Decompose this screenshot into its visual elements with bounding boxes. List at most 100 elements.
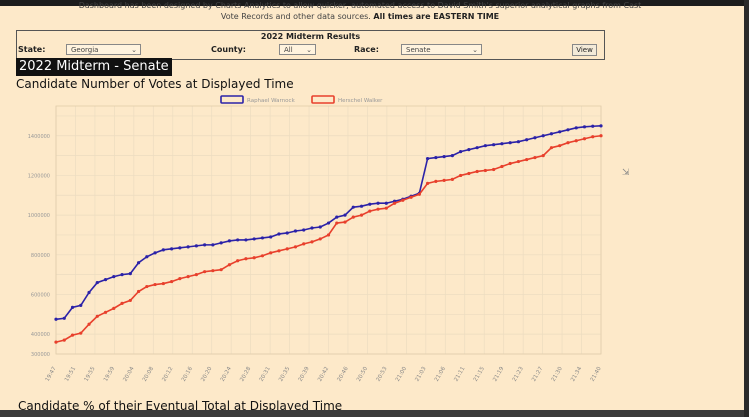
top-bar <box>0 0 749 6</box>
intro-line-2-bold: All times are EASTERN TIME <box>373 12 500 21</box>
data-point <box>120 273 124 277</box>
data-point <box>376 207 380 211</box>
data-point <box>302 242 306 246</box>
x-tick-label: 20:53 <box>375 366 388 383</box>
x-tick-label: 19:59 <box>103 366 116 383</box>
x-tick-label: 20:50 <box>356 366 369 383</box>
x-tick-label: 20:28 <box>239 366 252 383</box>
x-tick-label: 21:23 <box>512 366 525 383</box>
data-point <box>170 279 174 284</box>
data-point <box>326 233 331 237</box>
data-point <box>392 201 397 205</box>
data-point <box>574 139 578 143</box>
data-point <box>178 277 182 281</box>
data-point <box>599 134 603 138</box>
data-point <box>236 259 240 263</box>
x-tick-label: 21:06 <box>434 366 447 383</box>
data-point <box>525 157 529 162</box>
data-point <box>467 148 471 152</box>
race-select[interactable]: Senate ⌄ <box>401 44 482 55</box>
legend-swatch <box>220 95 244 104</box>
plot-border <box>55 105 602 355</box>
votes-chart: 300000 400000 600000 800000 1000000 1200000 14… <box>16 92 606 388</box>
x-tick-label: 21:40 <box>590 366 603 383</box>
data-point <box>219 268 223 272</box>
intro-line-2-prefix: Vote Records and other data sources. <box>220 12 371 21</box>
y-tick-label: 1000000 <box>28 213 50 219</box>
data-point <box>450 154 454 158</box>
data-point <box>244 257 248 261</box>
data-point <box>87 290 91 295</box>
data-point <box>219 241 223 245</box>
data-point <box>70 333 75 337</box>
data-point <box>277 232 281 236</box>
data-point <box>87 322 91 326</box>
data-point <box>62 338 66 342</box>
data-point <box>293 229 298 233</box>
data-point <box>384 206 388 210</box>
data-point <box>442 178 446 182</box>
data-point <box>161 248 165 252</box>
data-point <box>310 240 314 244</box>
data-point <box>417 192 421 196</box>
x-tick-label: 21:15 <box>473 366 486 383</box>
data-point <box>70 305 75 309</box>
data-point <box>359 213 364 217</box>
data-point <box>128 298 132 303</box>
votes-chart-svg: 300000 400000 600000 800000 1000000 1200000 14… <box>28 95 603 383</box>
data-point <box>153 282 157 287</box>
view-button[interactable]: View <box>572 44 597 56</box>
x-tick-label: 20:24 <box>220 366 233 383</box>
data-point <box>194 244 198 248</box>
data-point <box>62 316 66 320</box>
data-point <box>500 164 504 169</box>
race-heading: 2022 Midterm - Senate <box>16 58 172 76</box>
y-tick-label: 1400000 <box>28 134 50 140</box>
data-point <box>293 245 298 249</box>
data-point <box>425 181 430 185</box>
panel-title: 2022 Midterm Results <box>260 32 361 41</box>
data-point <box>203 270 207 274</box>
data-point <box>525 138 529 142</box>
data-point <box>145 284 149 289</box>
data-point <box>425 156 430 161</box>
x-tick-label: 20:16 <box>181 366 194 383</box>
intro-text: Dashboard has been designed by Charts An… <box>60 0 660 22</box>
data-point <box>54 340 58 344</box>
data-point <box>533 136 537 140</box>
county-select[interactable]: All ⌄ <box>279 44 316 55</box>
data-point <box>582 137 587 141</box>
y-tick-label: 600000 <box>31 292 50 298</box>
data-point <box>302 228 306 232</box>
legend-label: Herschel Walker <box>338 98 383 104</box>
mouse-cursor-icon: ⇲ <box>622 168 630 178</box>
data-point <box>145 255 149 259</box>
data-point <box>153 251 157 255</box>
data-point <box>103 278 108 282</box>
data-point <box>112 306 116 310</box>
y-tick-label: 1200000 <box>28 173 50 179</box>
x-tick-label: 21:11 <box>453 366 466 383</box>
data-point <box>533 155 537 160</box>
data-point <box>492 167 496 172</box>
data-point <box>227 263 232 267</box>
x-tick-label: 21:34 <box>570 366 583 383</box>
data-point <box>351 215 355 219</box>
x-tick-label: 19:51 <box>64 366 77 383</box>
data-point <box>112 275 116 279</box>
data-point <box>351 205 355 209</box>
intro-line-2: Vote Records and other data sources. All… <box>60 11 660 22</box>
chevron-down-icon: ⌄ <box>131 46 137 54</box>
data-point <box>516 140 521 144</box>
data-point <box>178 246 182 250</box>
data-point <box>376 201 380 205</box>
right-edge <box>744 0 749 417</box>
data-point <box>516 159 521 164</box>
state-select[interactable]: Georgia ⌄ <box>66 44 141 55</box>
data-point <box>285 231 289 235</box>
data-point <box>269 251 273 255</box>
data-point <box>79 303 83 307</box>
data-point <box>252 237 256 241</box>
data-point <box>450 177 454 182</box>
data-point <box>475 146 479 150</box>
